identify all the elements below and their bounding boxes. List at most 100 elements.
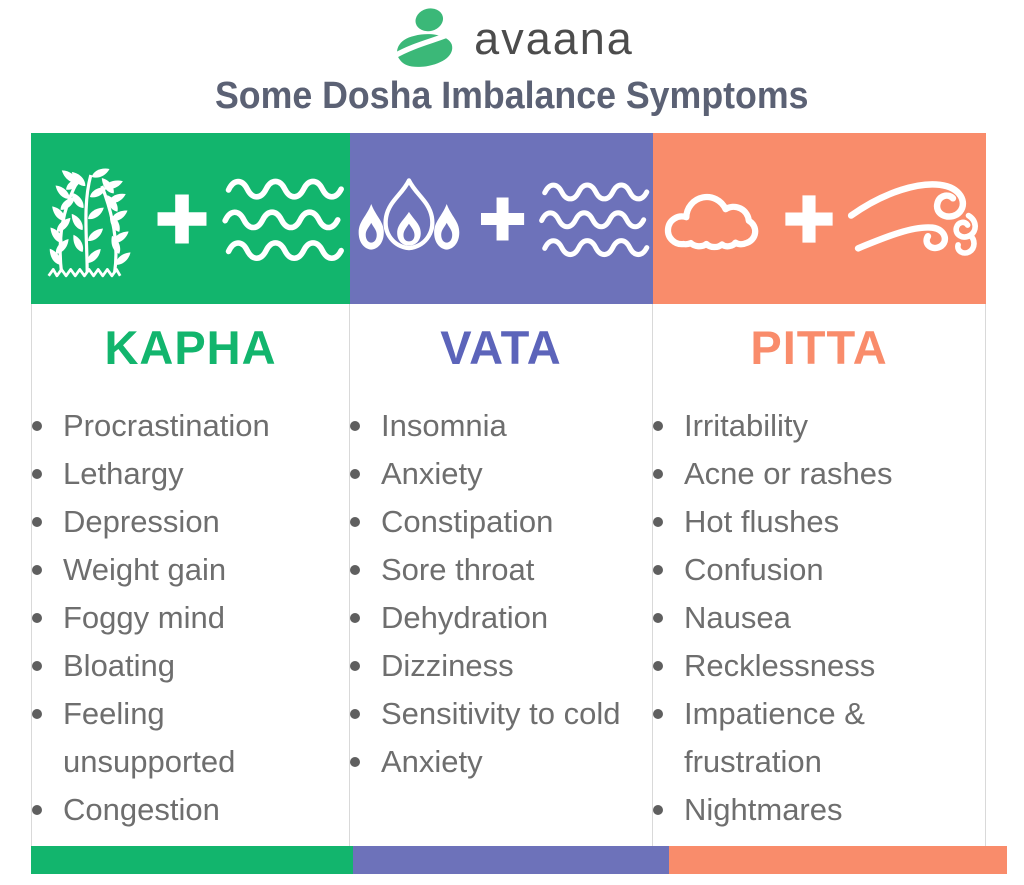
symptom-text: Acne or rashes bbox=[684, 456, 893, 491]
list-item: Weight gain bbox=[32, 546, 349, 594]
water-waves-icon bbox=[220, 171, 348, 267]
symptom-text: Foggy mind bbox=[63, 600, 225, 635]
pitta-header bbox=[653, 133, 986, 304]
list-item: Hot flushes bbox=[653, 498, 985, 546]
bullet-icon bbox=[653, 469, 663, 479]
brand-header: avaana bbox=[0, 0, 1024, 70]
symptom-text: Irritability bbox=[684, 408, 809, 443]
list-item: Anxiety bbox=[350, 738, 652, 786]
list-item: Procrastination bbox=[32, 402, 349, 450]
vata-header bbox=[350, 133, 653, 304]
plus-icon bbox=[157, 194, 206, 243]
bullet-icon bbox=[350, 757, 360, 767]
symptom-text: Hot flushes bbox=[684, 504, 840, 539]
list-item: Impatience & frustration bbox=[653, 690, 985, 786]
symptom-text: Depression bbox=[63, 504, 220, 539]
cloud-icon bbox=[664, 193, 758, 250]
meditating-figure-icon bbox=[391, 8, 461, 67]
kapha-header bbox=[31, 133, 350, 304]
pitta-footer-bar bbox=[669, 846, 1007, 874]
plant-icon bbox=[45, 163, 132, 277]
bullet-icon bbox=[653, 613, 663, 623]
bullet-icon bbox=[350, 469, 360, 479]
kapha-title: KAPHA bbox=[104, 321, 277, 374]
list-item: Foggy mind bbox=[32, 594, 349, 642]
list-item: Dehydration bbox=[350, 594, 652, 642]
symptom-text: Anxiety bbox=[381, 744, 483, 779]
vata-title: VATA bbox=[440, 321, 562, 374]
bullet-icon bbox=[653, 517, 663, 527]
bullet-icon bbox=[350, 565, 360, 575]
symptom-card-row: KAPHA Procrastination Lethargy Depression W… bbox=[31, 304, 986, 846]
pitta-symptom-list: Irritability Acne or rashes Hot flushes Con… bbox=[653, 402, 985, 834]
list-item: Depression bbox=[32, 498, 349, 546]
symptom-text: Feeling unsupported bbox=[63, 696, 236, 779]
list-item: Congestion bbox=[32, 786, 349, 834]
list-item: Recklessness bbox=[653, 642, 985, 690]
bullet-icon bbox=[32, 421, 42, 431]
vata-card: VATA Insomnia Anxiety Constipation Sore thr… bbox=[350, 304, 653, 846]
list-item: Feeling unsupported bbox=[32, 690, 349, 786]
plus-icon bbox=[784, 194, 833, 243]
bullet-icon bbox=[653, 709, 663, 719]
bullet-icon bbox=[350, 613, 360, 623]
symptom-text: Constipation bbox=[381, 504, 554, 539]
kapha-symptom-list: Procrastination Lethargy Depression Weight … bbox=[32, 402, 349, 834]
bullet-icon bbox=[653, 565, 663, 575]
list-item: Bloating bbox=[32, 642, 349, 690]
symptom-text: Weight gain bbox=[63, 552, 227, 587]
list-item: Nausea bbox=[653, 594, 985, 642]
water-waves-icon bbox=[537, 175, 653, 263]
bullet-icon bbox=[350, 709, 360, 719]
bullet-icon bbox=[32, 613, 42, 623]
bullet-icon bbox=[32, 565, 42, 575]
list-item: Confusion bbox=[653, 546, 985, 594]
symptom-text: Sore throat bbox=[381, 552, 535, 587]
bullet-icon bbox=[350, 661, 360, 671]
dosha-table: KAPHA Procrastination Lethargy Depression W… bbox=[31, 133, 986, 846]
list-item: Insomnia bbox=[350, 402, 652, 450]
vata-footer-bar bbox=[353, 846, 669, 874]
bullet-icon bbox=[653, 661, 663, 671]
bullet-icon bbox=[32, 661, 42, 671]
symptom-text: Dehydration bbox=[381, 600, 549, 635]
list-item: Acne or rashes bbox=[653, 450, 985, 498]
kapha-footer-bar bbox=[31, 846, 353, 874]
symptom-text: Insomnia bbox=[381, 408, 507, 443]
bullet-icon bbox=[653, 421, 663, 431]
symptom-text: Sensitivity to cold bbox=[381, 696, 621, 731]
vata-symptom-list: Insomnia Anxiety Constipation Sore throat De… bbox=[350, 402, 652, 786]
bullet-icon bbox=[32, 469, 42, 479]
symptom-text: Bloating bbox=[63, 648, 176, 683]
symptom-text: Recklessness bbox=[684, 648, 876, 683]
list-item: Nightmares bbox=[653, 786, 985, 834]
list-item: Constipation bbox=[350, 498, 652, 546]
fire-icon bbox=[358, 177, 460, 250]
symptom-text: Dizziness bbox=[381, 648, 514, 683]
footer-bar-row bbox=[31, 846, 1007, 874]
bullet-icon bbox=[32, 709, 42, 719]
symptom-text: Anxiety bbox=[381, 456, 483, 491]
bullet-icon bbox=[32, 517, 42, 527]
plus-icon bbox=[480, 196, 525, 241]
bullet-icon bbox=[350, 421, 360, 431]
list-item: Sore throat bbox=[350, 546, 652, 594]
list-item: Lethargy bbox=[32, 450, 349, 498]
bullet-icon bbox=[350, 517, 360, 527]
symptom-text: Impatience & frustration bbox=[684, 696, 865, 779]
symptom-text: Lethargy bbox=[63, 456, 184, 491]
kapha-card: KAPHA Procrastination Lethargy Depression W… bbox=[31, 304, 350, 846]
bullet-icon bbox=[653, 805, 663, 815]
brand-name: avaana bbox=[474, 12, 634, 64]
bullet-icon bbox=[32, 805, 42, 815]
symptom-text: Congestion bbox=[63, 792, 220, 827]
pitta-title: PITTA bbox=[750, 321, 888, 374]
icon-header-row bbox=[31, 133, 986, 304]
list-item: Sensitivity to cold bbox=[350, 690, 652, 738]
symptom-text: Nightmares bbox=[684, 792, 843, 827]
pitta-card: PITTA Irritability Acne or rashes Hot flus… bbox=[653, 304, 986, 846]
list-item: Dizziness bbox=[350, 642, 652, 690]
symptom-text: Confusion bbox=[684, 552, 824, 587]
list-item: Irritability bbox=[653, 402, 985, 450]
